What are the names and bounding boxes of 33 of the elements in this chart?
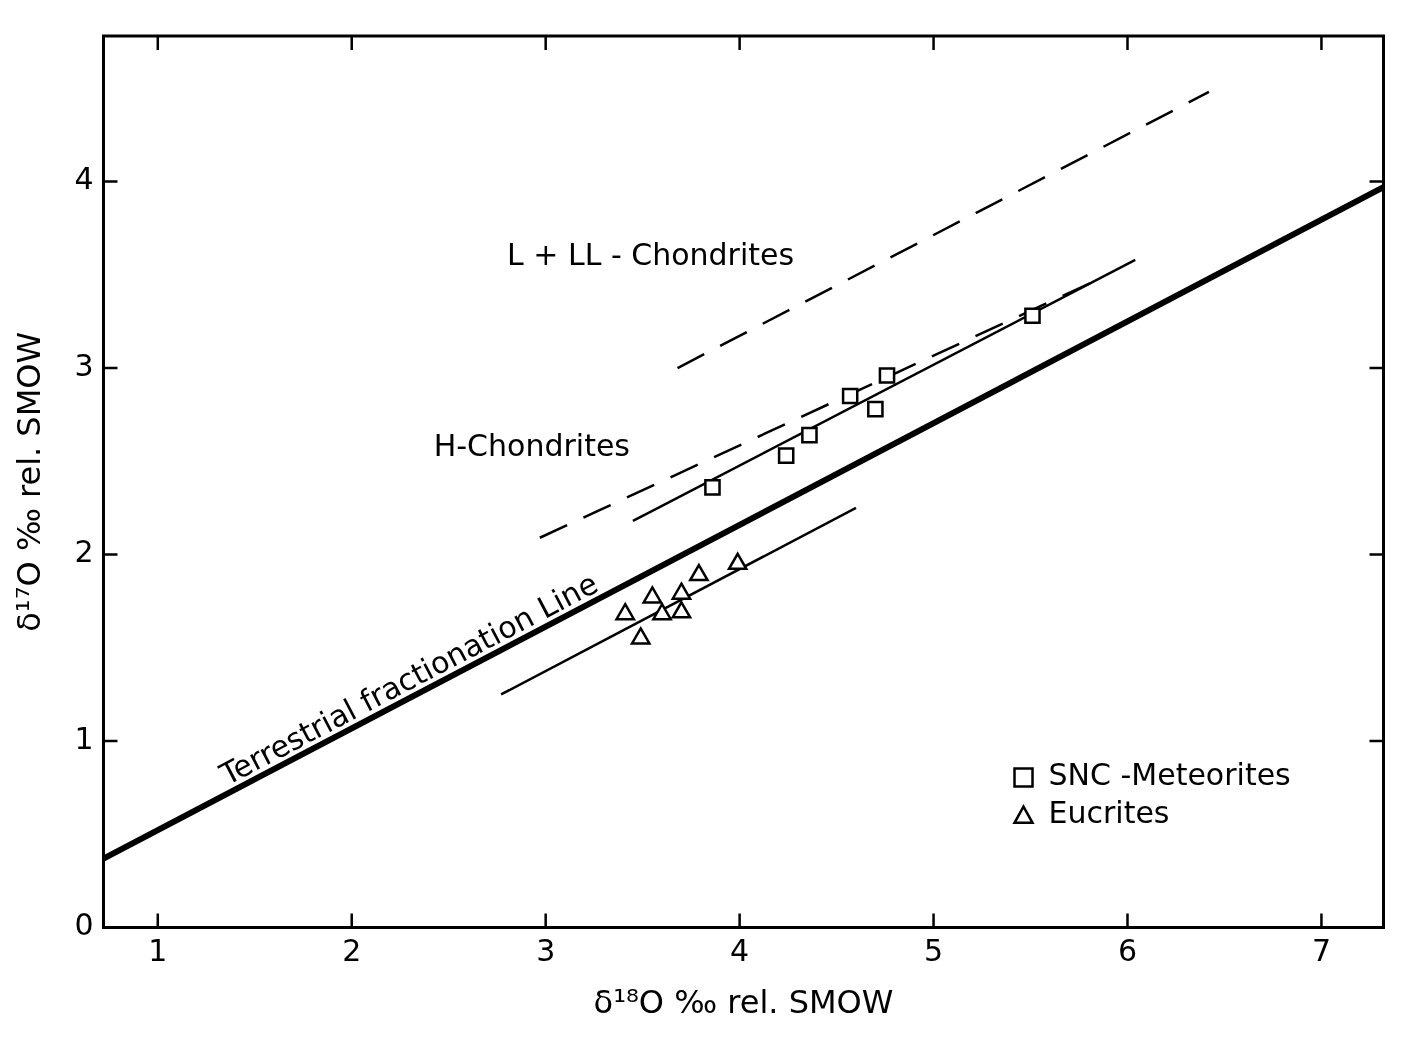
legend-label: SNC -Meteorites: [1048, 757, 1291, 793]
point: [878, 367, 896, 384]
point: [867, 400, 884, 418]
point: [777, 447, 795, 465]
point: [727, 552, 748, 571]
y-axis-title: δ¹⁷O ‰ rel. SMOW: [9, 331, 48, 632]
point: [841, 387, 859, 405]
legend-label: Eucrites: [1048, 795, 1170, 831]
point: [630, 627, 651, 645]
point: [1024, 307, 1041, 325]
x-axis-title: δ¹⁸O ‰ rel. SMOW: [593, 983, 894, 1022]
point: [671, 601, 692, 619]
point: [652, 602, 672, 621]
x-tick-label: 5: [924, 933, 944, 969]
point: [642, 586, 663, 604]
y-tick-label: 4: [74, 161, 94, 197]
point: [801, 426, 818, 444]
series-label: L + LL - Chondrites: [506, 236, 795, 272]
point: [671, 582, 692, 600]
y-tick-label: 2: [74, 534, 94, 570]
x-tick-label: 2: [342, 933, 362, 969]
series-label: H-Chondrites: [433, 427, 630, 463]
x-tick-label: 7: [1311, 933, 1331, 969]
point: [688, 563, 709, 582]
y-tick-label: 1: [74, 720, 94, 756]
point: [704, 479, 721, 496]
y-tick-label: 3: [74, 347, 94, 383]
x-tick-label: 1: [148, 933, 168, 969]
y-tick-label: 0: [74, 907, 94, 943]
x-tick-label: 6: [1117, 933, 1138, 969]
x-tick-label: 4: [730, 933, 750, 969]
point: [615, 602, 636, 621]
x-tick-label: 3: [536, 933, 556, 969]
